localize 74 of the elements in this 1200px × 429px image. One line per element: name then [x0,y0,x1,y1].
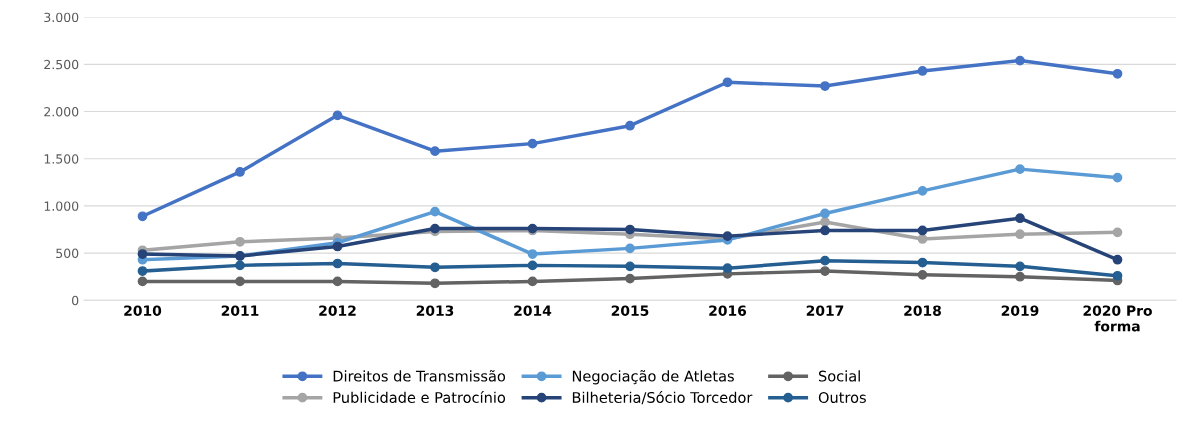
y-tick-label: 2.000 [44,107,79,117]
point [430,262,440,273]
point [332,241,343,252]
x-tick-label: 2017 [806,305,844,316]
point [332,110,343,121]
y-tick-label: 3.000 [44,12,79,23]
point [430,146,440,157]
point [820,208,830,219]
x-tick-label: 2016 [709,305,747,316]
y-tick-label: 1.500 [44,154,79,164]
point [1015,55,1025,66]
point [917,185,928,196]
legend-label: Publicidade e Patrocínio [333,391,506,403]
point [430,206,440,217]
point [625,261,635,272]
point [1112,172,1123,183]
legend-label: Outros [818,391,866,403]
point [1015,261,1025,272]
point [820,217,830,227]
x-tick-label: 2013 [416,305,454,316]
point [430,278,440,289]
point [722,263,733,274]
point [625,120,635,131]
point [527,138,538,149]
point [625,243,635,254]
point [917,66,928,76]
point [1015,164,1025,174]
point [820,266,830,276]
point [1112,254,1123,265]
point [332,258,343,269]
point [1015,229,1025,240]
point [917,225,928,236]
point [137,266,148,276]
legend-label: Direitos de Transmissão [333,370,506,382]
point [625,224,635,235]
x-tick-label: 2011 [221,305,259,316]
point [625,273,635,284]
y-tick-label: 500 [56,248,79,259]
point [137,211,148,222]
point [235,276,245,287]
point [527,249,538,259]
point [820,255,830,266]
point [820,225,830,236]
point [235,236,245,247]
point [527,260,538,271]
point [917,234,928,244]
point [1015,271,1025,282]
point [1015,213,1025,224]
point [722,77,733,88]
point [137,276,148,287]
legend-label: Bilheteria/Sócio Torcedor [572,391,753,405]
point [1112,227,1123,238]
y-tick-label: 1.000 [44,201,79,211]
y-tick-label: 0 [72,295,79,306]
x-tick-label: 2010 [124,305,162,316]
point [137,249,148,259]
legend-label: Social [818,370,860,382]
x-tick-label: 2012 [319,305,356,316]
point [527,276,538,287]
point [820,81,830,91]
point [235,167,245,177]
x-tick-label: 2014 [514,305,552,316]
x-tick-label: 2018 [904,305,941,316]
x-tick-label: 2015 [611,305,649,316]
x-tick-label: 2019 [1001,305,1039,316]
point [1112,68,1123,79]
point [917,257,928,268]
point [235,260,245,271]
point [1112,270,1123,281]
x-tick-label: 2020 Pro forma [1083,305,1152,332]
y-tick-label: 2.500 [44,59,79,70]
legend-label: Negociação de Atletas [572,370,734,385]
point [332,276,343,287]
point [917,269,928,280]
